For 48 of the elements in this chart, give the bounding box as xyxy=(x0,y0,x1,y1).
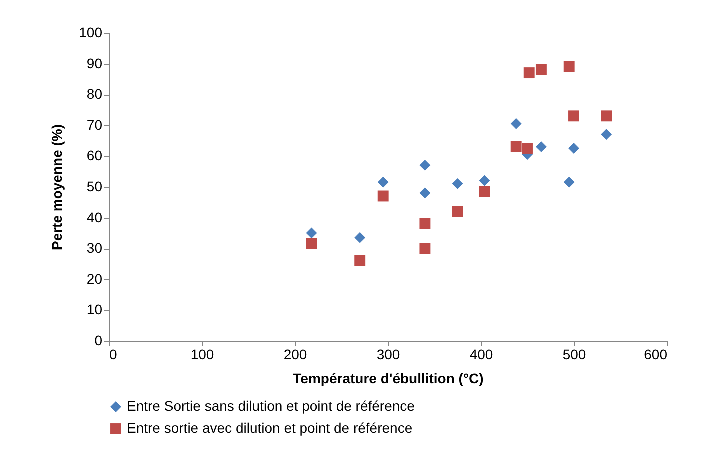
point xyxy=(601,129,612,140)
x-tick-label: 300 xyxy=(376,346,400,362)
point xyxy=(510,118,522,130)
point xyxy=(306,238,318,250)
y-tick-label: 100 xyxy=(79,24,103,40)
point xyxy=(452,178,464,190)
x-axis-title: Température d'ébullition (°C) xyxy=(293,370,484,386)
y-tick-label: 70 xyxy=(86,116,103,133)
legend-label: Entre Sortie sans dilution et point de référence xyxy=(127,398,416,414)
point xyxy=(420,243,431,254)
y-tick-label: 20 xyxy=(86,270,103,287)
point xyxy=(354,255,366,266)
x-tick-label: 500 xyxy=(562,346,586,362)
point xyxy=(536,64,547,76)
y-tick-label: 50 xyxy=(86,178,103,194)
x-tick-label: 400 xyxy=(470,346,494,362)
x-tick-label: 200 xyxy=(284,346,308,362)
point xyxy=(601,110,612,122)
point xyxy=(452,206,464,218)
y-tick-label: 30 xyxy=(86,240,103,256)
point xyxy=(536,141,547,152)
y-tick-label: 40 xyxy=(86,209,103,226)
x-tick-label: 600 xyxy=(644,346,668,362)
point xyxy=(568,110,580,122)
point xyxy=(568,143,580,154)
point xyxy=(564,176,575,188)
point xyxy=(420,160,431,171)
point xyxy=(479,175,490,186)
point xyxy=(378,190,389,202)
point xyxy=(524,68,535,79)
point xyxy=(510,141,522,152)
point xyxy=(378,176,389,188)
x-tick-label: 0 xyxy=(110,346,118,362)
point xyxy=(479,186,490,198)
legend-label: Entre sortie avec dilution et point de référence xyxy=(127,420,413,436)
point xyxy=(420,188,431,199)
y-tick-label: 90 xyxy=(86,55,103,72)
point xyxy=(306,228,318,239)
point xyxy=(420,218,431,230)
x-tick-label: 100 xyxy=(190,346,214,362)
point xyxy=(522,143,533,154)
y-tick-label: 0 xyxy=(94,332,103,348)
y-axis-title: Perte moyenne (%) xyxy=(49,124,66,251)
y-tick-label: 60 xyxy=(86,148,103,164)
y-tick-label: 80 xyxy=(86,86,103,102)
y-tick-label: 10 xyxy=(86,302,103,318)
point xyxy=(564,61,575,72)
point xyxy=(354,232,366,244)
